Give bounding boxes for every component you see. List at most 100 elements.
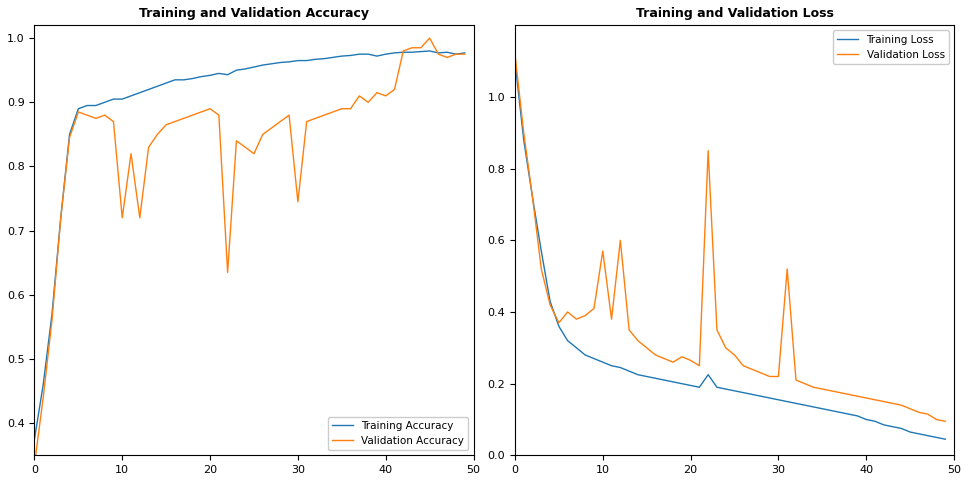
Training Loss <box>570 345 582 351</box>
Title: Training and Validation Loss: Training and Validation Loss <box>636 7 833 20</box>
Validation Loss <box>755 370 767 376</box>
Training Loss <box>817 406 829 412</box>
Training Accuracy <box>213 70 225 76</box>
Training Accuracy <box>90 103 102 108</box>
Training Loss <box>904 429 916 435</box>
Validation Loss <box>922 411 933 417</box>
Training Accuracy <box>389 50 401 56</box>
Validation Accuracy <box>81 112 93 118</box>
Training Accuracy <box>99 99 110 105</box>
Training Accuracy <box>178 77 190 83</box>
Validation Accuracy <box>187 112 198 118</box>
Training Loss <box>580 352 591 358</box>
Validation Accuracy <box>29 462 41 468</box>
Training Loss <box>509 58 521 64</box>
Training Accuracy <box>81 103 93 108</box>
Training Loss <box>544 298 556 304</box>
Training Loss <box>940 436 952 442</box>
Training Loss <box>658 377 670 383</box>
Validation Loss <box>817 386 829 392</box>
Validation Loss <box>711 327 723 333</box>
Validation Accuracy <box>407 45 418 51</box>
Validation Accuracy <box>213 112 225 118</box>
Training Loss <box>615 365 626 371</box>
Validation Loss <box>553 320 564 326</box>
Validation Accuracy <box>169 119 181 124</box>
Validation Accuracy <box>398 48 409 54</box>
Training Loss <box>781 399 793 404</box>
Validation Loss <box>746 366 758 372</box>
Training Accuracy <box>318 56 330 62</box>
Validation Accuracy <box>441 54 453 60</box>
Training Accuracy <box>204 72 216 78</box>
Validation Accuracy <box>450 51 462 57</box>
Validation Loss <box>843 391 855 397</box>
Training Accuracy <box>345 53 356 58</box>
Training Accuracy <box>284 59 295 65</box>
Validation Accuracy <box>292 199 304 205</box>
Training Accuracy <box>407 49 418 55</box>
Training Loss <box>561 338 573 344</box>
Validation Accuracy <box>99 112 110 118</box>
Legend: Training Loss, Validation Loss: Training Loss, Validation Loss <box>833 30 949 64</box>
Validation Loss <box>658 356 670 362</box>
Training Accuracy <box>125 93 136 99</box>
Training Loss <box>738 390 749 396</box>
Validation Loss <box>589 306 600 311</box>
Training Loss <box>869 418 881 424</box>
Validation Loss <box>790 377 802 383</box>
Validation Loss <box>869 397 881 402</box>
Validation Loss <box>570 316 582 322</box>
Validation Loss <box>684 358 696 363</box>
Validation Accuracy <box>266 125 278 131</box>
Validation Accuracy <box>459 51 470 57</box>
Validation Loss <box>667 359 679 365</box>
Training Accuracy <box>169 77 181 83</box>
Training Loss <box>641 374 652 379</box>
Validation Loss <box>632 338 644 344</box>
Training Accuracy <box>441 49 453 55</box>
Validation Loss <box>913 409 924 415</box>
Training Loss <box>887 424 898 429</box>
Validation Accuracy <box>230 138 242 144</box>
Validation Accuracy <box>257 132 268 137</box>
Validation Loss <box>703 148 714 154</box>
Validation Loss <box>861 395 872 401</box>
Validation Loss <box>852 393 863 399</box>
Training Loss <box>790 401 802 406</box>
Training Accuracy <box>134 90 145 95</box>
Validation Accuracy <box>38 395 49 401</box>
Validation Loss <box>676 354 687 360</box>
Training Loss <box>861 416 872 422</box>
Validation Accuracy <box>178 116 190 121</box>
Training Accuracy <box>107 96 119 102</box>
Validation Loss <box>729 352 741 358</box>
Training Accuracy <box>362 51 374 57</box>
Validation Loss <box>544 302 556 308</box>
Line: Training Accuracy: Training Accuracy <box>35 51 465 439</box>
Training Accuracy <box>310 56 321 62</box>
Validation Accuracy <box>107 119 119 124</box>
Training Accuracy <box>230 67 242 73</box>
Training Loss <box>799 402 810 408</box>
Validation Accuracy <box>362 99 374 105</box>
Line: Training Loss: Training Loss <box>515 61 946 439</box>
Validation Loss <box>930 416 942 422</box>
Training Loss <box>606 363 618 369</box>
Validation Loss <box>527 194 538 200</box>
Training Loss <box>826 408 837 414</box>
Training Loss <box>693 384 705 390</box>
Validation Loss <box>623 327 635 333</box>
Training Accuracy <box>222 72 233 78</box>
Training Loss <box>684 383 696 388</box>
Validation Accuracy <box>284 112 295 118</box>
Training Accuracy <box>46 311 58 317</box>
Training Loss <box>720 386 732 392</box>
Validation Loss <box>641 345 652 351</box>
Validation Loss <box>509 51 521 57</box>
Training Loss <box>650 375 661 381</box>
Training Accuracy <box>301 58 313 64</box>
Training Loss <box>746 391 758 397</box>
Training Accuracy <box>196 74 207 80</box>
Validation Accuracy <box>116 215 128 221</box>
